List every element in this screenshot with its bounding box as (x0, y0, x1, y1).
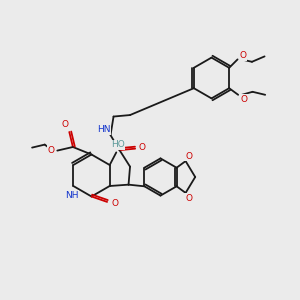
Text: HN: HN (97, 125, 111, 134)
Text: O: O (111, 199, 118, 208)
Text: O: O (48, 146, 55, 155)
Text: O: O (240, 95, 247, 104)
Text: O: O (61, 120, 68, 129)
Text: O: O (185, 194, 192, 202)
Text: O: O (138, 143, 145, 152)
Text: O: O (239, 51, 247, 60)
Text: HO: HO (111, 140, 125, 149)
Text: O: O (185, 152, 192, 160)
Text: NH: NH (65, 190, 79, 200)
